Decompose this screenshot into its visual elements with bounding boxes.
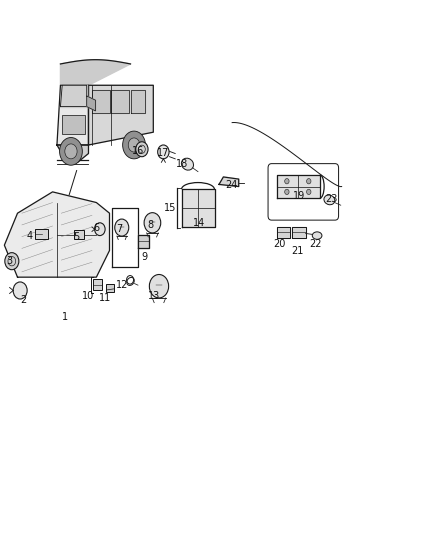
Polygon shape xyxy=(219,177,239,187)
Polygon shape xyxy=(57,145,88,162)
Circle shape xyxy=(158,145,169,159)
Text: 6: 6 xyxy=(93,223,99,233)
Circle shape xyxy=(285,189,289,195)
Text: 16: 16 xyxy=(132,146,144,156)
Polygon shape xyxy=(277,227,290,238)
Bar xyxy=(106,284,114,292)
Bar xyxy=(62,115,85,134)
Text: 7: 7 xyxy=(116,224,122,234)
Ellipse shape xyxy=(324,195,335,205)
Circle shape xyxy=(144,213,161,233)
Polygon shape xyxy=(131,90,145,113)
Text: 9: 9 xyxy=(141,252,148,262)
Bar xyxy=(93,279,102,290)
Bar xyxy=(35,229,48,239)
Bar xyxy=(74,230,84,239)
Text: 4: 4 xyxy=(27,231,33,241)
Text: 24: 24 xyxy=(225,180,237,190)
Polygon shape xyxy=(138,235,149,248)
Text: 10: 10 xyxy=(81,292,94,301)
Circle shape xyxy=(115,219,129,236)
Polygon shape xyxy=(60,60,131,85)
Circle shape xyxy=(307,179,311,184)
Text: 11: 11 xyxy=(99,294,111,303)
Circle shape xyxy=(123,131,145,159)
Polygon shape xyxy=(4,192,109,277)
Polygon shape xyxy=(182,189,215,227)
Polygon shape xyxy=(87,96,95,111)
Text: 23: 23 xyxy=(325,194,337,204)
Text: 15: 15 xyxy=(164,203,177,213)
Polygon shape xyxy=(57,85,88,145)
Text: 2: 2 xyxy=(20,295,26,305)
Ellipse shape xyxy=(181,158,194,170)
Circle shape xyxy=(60,138,82,165)
Polygon shape xyxy=(92,90,110,113)
Circle shape xyxy=(285,179,289,184)
Text: 22: 22 xyxy=(309,239,321,248)
Text: 17: 17 xyxy=(157,148,170,158)
Text: 18: 18 xyxy=(176,159,188,168)
Polygon shape xyxy=(88,85,153,145)
Circle shape xyxy=(5,253,19,270)
Circle shape xyxy=(65,144,77,159)
Text: 3: 3 xyxy=(7,256,13,266)
Circle shape xyxy=(13,282,27,299)
Polygon shape xyxy=(292,227,306,238)
Text: 19: 19 xyxy=(293,191,305,200)
Circle shape xyxy=(128,138,140,152)
Ellipse shape xyxy=(312,232,322,239)
Text: 13: 13 xyxy=(148,291,160,301)
Text: 14: 14 xyxy=(193,218,205,228)
Polygon shape xyxy=(277,175,320,198)
Text: 1: 1 xyxy=(62,312,68,322)
Circle shape xyxy=(136,142,148,157)
Text: 21: 21 xyxy=(291,246,303,255)
Circle shape xyxy=(95,223,105,236)
Circle shape xyxy=(149,274,169,298)
Polygon shape xyxy=(111,90,129,113)
Text: 5: 5 xyxy=(74,232,80,242)
Polygon shape xyxy=(60,85,87,107)
Circle shape xyxy=(307,189,311,195)
Text: 8: 8 xyxy=(148,221,154,230)
Text: 12: 12 xyxy=(116,280,128,289)
Text: 20: 20 xyxy=(273,239,286,249)
